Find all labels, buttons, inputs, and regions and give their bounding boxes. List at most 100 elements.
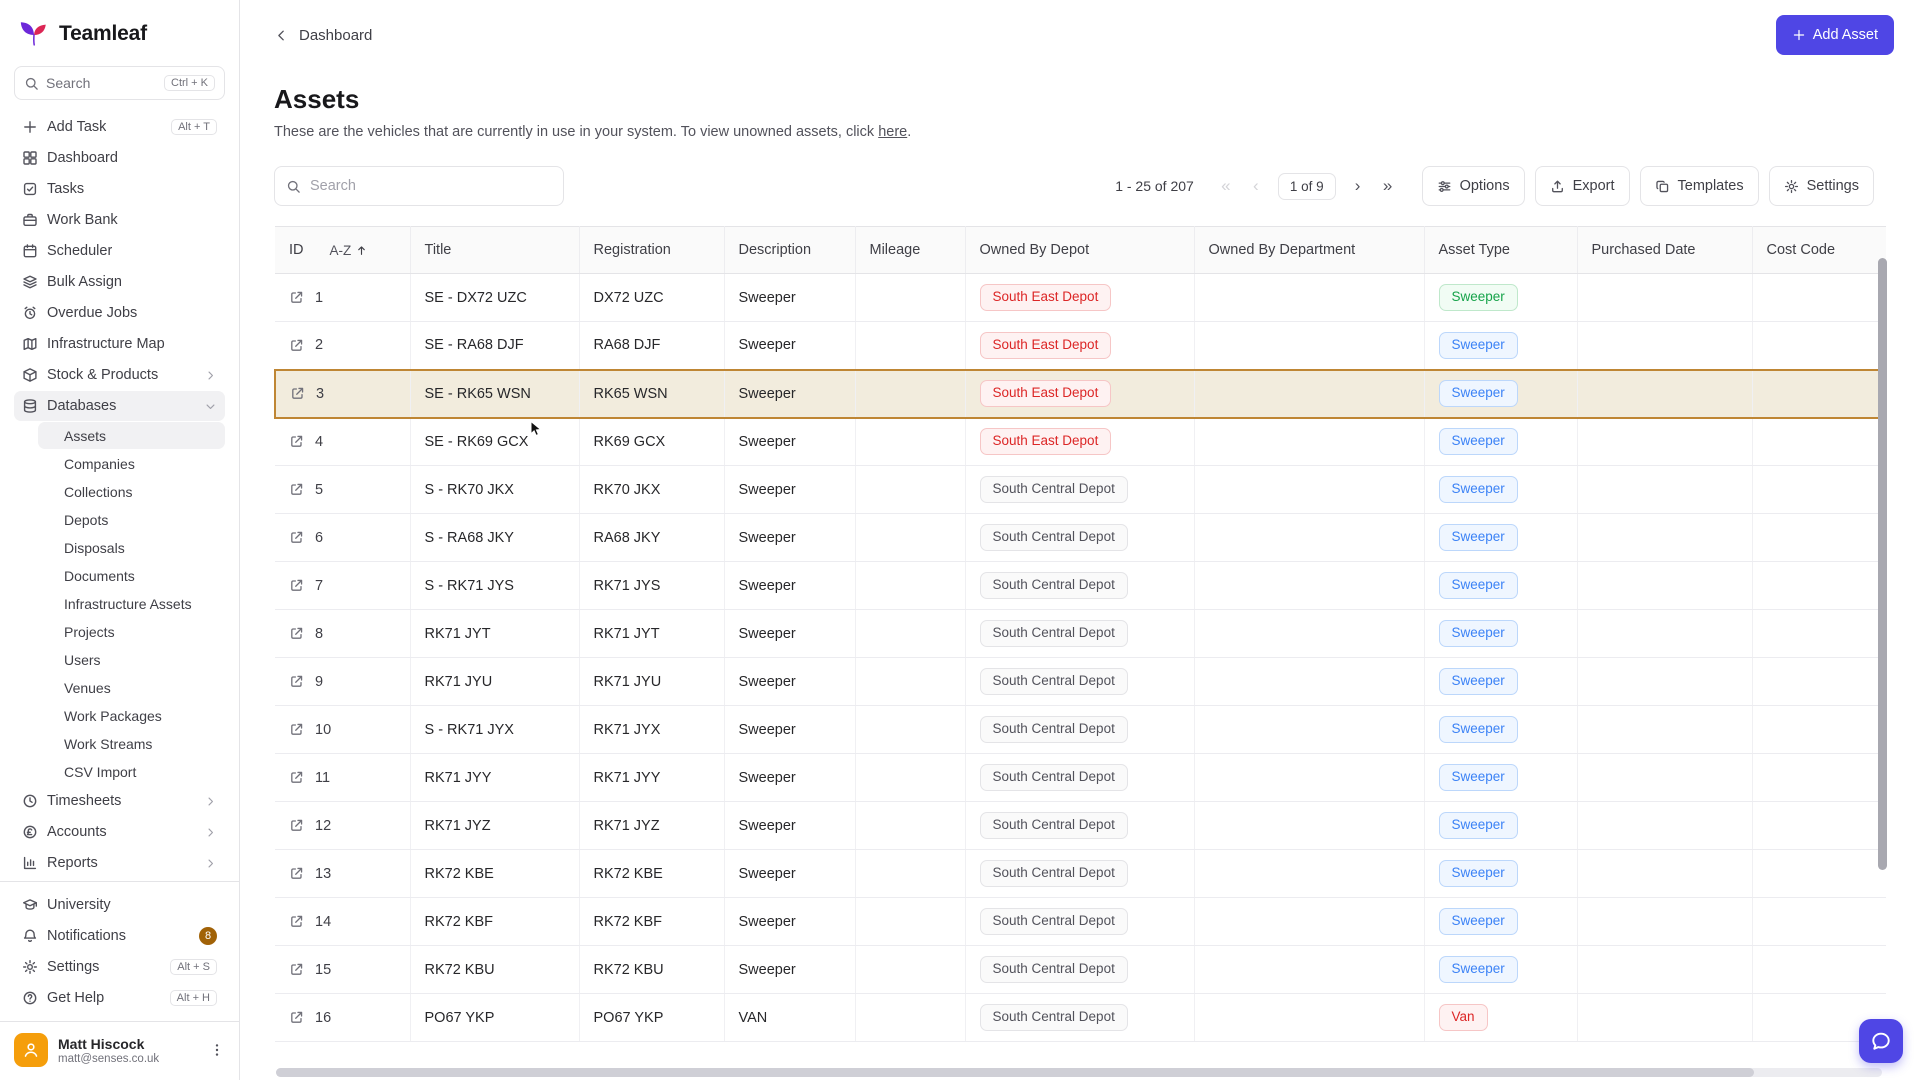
sidebar-item-reports[interactable]: Reports — [14, 848, 225, 878]
sidebar-item-add-task[interactable]: Add Task Alt + T — [14, 112, 225, 142]
sidebar-item-get-help[interactable]: Get Help Alt + H — [14, 983, 225, 1013]
external-link-icon[interactable] — [289, 338, 304, 353]
sidebar-subitem-assets[interactable]: Assets — [38, 422, 225, 449]
table-row[interactable]: 9 RK71 JYU RK71 JYU Sweeper South Central De… — [275, 657, 1886, 706]
prev-page-button[interactable]: ‹ — [1252, 176, 1259, 195]
last-page-button[interactable]: » — [1382, 176, 1393, 195]
sidebar-subitem-companies[interactable]: Companies — [64, 455, 135, 472]
table-row[interactable]: 15 RK72 KBU RK72 KBU Sweeper South Central D… — [275, 945, 1886, 994]
sidebar-item-timesheets[interactable]: Timesheets — [14, 786, 225, 816]
column-header-registration[interactable]: Registration — [579, 226, 725, 274]
settings-button[interactable]: Settings — [1768, 166, 1874, 206]
sidebar-subitem-infrastructure-assets[interactable]: Infrastructure Assets — [64, 595, 192, 612]
sidebar-item-notifications[interactable]: Notifications 8 — [14, 921, 225, 951]
sidebar-subitem-venues[interactable]: Venues — [64, 679, 111, 696]
sidebar-subitem-documents[interactable]: Documents — [64, 567, 135, 584]
sidebar-item-overdue-jobs[interactable]: Overdue Jobs — [14, 298, 225, 328]
external-link-icon[interactable] — [290, 386, 305, 401]
column-header-cost-code[interactable]: Cost Code — [1752, 226, 1886, 274]
cell-description: Sweeper — [724, 321, 856, 370]
table-row[interactable]: 16 PO67 YKP PO67 YKP VAN South Central Depot… — [275, 993, 1886, 1042]
sidebar-item-tasks[interactable]: Tasks — [14, 174, 225, 204]
table-row[interactable]: 11 RK71 JYY RK71 JYY Sweeper South Central D… — [275, 753, 1886, 802]
sidebar-subitem-collections[interactable]: Collections — [64, 483, 133, 500]
sidebar-item-university[interactable]: University — [14, 890, 225, 920]
sidebar-subitem-users[interactable]: Users — [64, 651, 101, 668]
first-page-button[interactable]: « — [1221, 176, 1231, 195]
add-asset-button[interactable]: Add Asset — [1775, 15, 1894, 55]
table-search-input[interactable]: Search — [274, 166, 564, 206]
column-header-purchased-date[interactable]: Purchased Date — [1577, 226, 1753, 274]
column-header-owned-by-department[interactable]: Owned By Department — [1194, 226, 1425, 274]
table-row-selected[interactable]: 3 SE - RK65 WSN RK65 WSN Sweeper South East … — [274, 368, 1887, 419]
horizontal-scrollbar[interactable] — [276, 1068, 1882, 1077]
unowned-assets-link[interactable]: here — [878, 124, 908, 140]
column-header-asset-type[interactable]: Asset Type — [1424, 226, 1578, 274]
sidebar-subitem-disposals[interactable]: Disposals — [64, 539, 125, 556]
external-link-icon[interactable] — [289, 626, 304, 641]
table-row[interactable]: 4 SE - RK69 GCX RK69 GCX Sweeper South East … — [275, 417, 1886, 466]
column-header-owned-by-depot[interactable]: Owned By Depot — [965, 226, 1195, 274]
external-link-icon[interactable] — [289, 914, 304, 929]
button-label: Settings — [1806, 178, 1859, 194]
table-row[interactable]: 14 RK72 KBF RK72 KBF Sweeper South Central D… — [275, 897, 1886, 946]
column-header-id[interactable]: ID A-Z — [275, 226, 411, 274]
export-button[interactable]: Export — [1534, 166, 1630, 206]
column-header-mileage[interactable]: Mileage — [855, 226, 966, 274]
external-link-icon[interactable] — [289, 1010, 304, 1025]
vertical-scrollbar[interactable] — [1878, 258, 1887, 870]
user-profile[interactable]: Matt Hiscock matt@senses.co.uk — [0, 1021, 239, 1080]
sidebar-item-scheduler[interactable]: Scheduler — [14, 236, 225, 266]
external-link-icon[interactable] — [289, 722, 304, 737]
cell-registration: RK72 KBU — [579, 945, 725, 994]
external-link-icon[interactable] — [289, 770, 304, 785]
app-logo[interactable]: Teamleaf — [14, 18, 225, 50]
table-row[interactable]: 10 S - RK71 JYX RK71 JYX Sweeper South Centr… — [275, 705, 1886, 754]
horizontal-scrollbar-thumb[interactable] — [276, 1068, 1754, 1077]
table-row[interactable]: 12 RK71 JYZ RK71 JYZ Sweeper South Central D… — [275, 801, 1886, 850]
sidebar-item-infrastructure-map[interactable]: Infrastructure Map — [14, 329, 225, 359]
cell-registration: RK72 KBF — [579, 897, 725, 946]
external-link-icon[interactable] — [289, 962, 304, 977]
sidebar-item-stock-products[interactable]: Stock & Products — [14, 360, 225, 390]
table-row[interactable]: 13 RK72 KBE RK72 KBE Sweeper South Central D… — [275, 849, 1886, 898]
external-link-icon[interactable] — [289, 290, 304, 305]
sidebar-subitem-depots[interactable]: Depots — [64, 511, 109, 528]
sidebar-subitem-csv-import[interactable]: CSV Import — [64, 763, 137, 780]
sidebar-item-bulk-assign[interactable]: Bulk Assign — [14, 267, 225, 297]
table-row[interactable]: 1 SE - DX72 UZC DX72 UZC Sweeper South East … — [275, 273, 1886, 322]
database-icon — [22, 398, 38, 414]
sidebar-subitem-projects[interactable]: Projects — [64, 623, 115, 640]
options-button[interactable]: Options — [1421, 166, 1525, 206]
sidebar-subitem-work-streams[interactable]: Work Streams — [64, 735, 153, 752]
sidebar-item-databases[interactable]: Databases — [14, 391, 225, 421]
chat-button[interactable] — [1859, 1019, 1903, 1063]
sidebar-search[interactable]: Search Ctrl + K — [14, 66, 225, 100]
templates-button[interactable]: Templates — [1639, 166, 1759, 206]
sidebar-subitem-work-packages[interactable]: Work Packages — [64, 707, 162, 724]
sidebar-item-settings[interactable]: Settings Alt + S — [14, 952, 225, 982]
sidebar-item-dashboard[interactable]: Dashboard — [14, 143, 225, 173]
external-link-icon[interactable] — [289, 482, 304, 497]
sidebar-item-accounts[interactable]: Accounts — [14, 817, 225, 847]
external-link-icon[interactable] — [289, 674, 304, 689]
table-row[interactable]: 2 SE - RA68 DJF RA68 DJF Sweeper South East … — [275, 321, 1886, 370]
sidebar-item-work-bank[interactable]: Work Bank — [14, 205, 225, 235]
next-page-button[interactable]: › — [1354, 176, 1361, 195]
table-row[interactable]: 8 RK71 JYT RK71 JYT Sweeper South Central De… — [275, 609, 1886, 658]
external-link-icon[interactable] — [289, 578, 304, 593]
asset-type-badge: Sweeper — [1438, 572, 1518, 599]
external-link-icon[interactable] — [289, 866, 304, 881]
sidebar-item-label: Get Help — [47, 990, 105, 1006]
user-menu-icon[interactable] — [209, 1042, 225, 1058]
external-link-icon[interactable] — [289, 530, 304, 545]
sort-indicator[interactable]: A-Z — [330, 243, 369, 258]
column-header-description[interactable]: Description — [724, 226, 856, 274]
column-header-title[interactable]: Title — [410, 226, 580, 274]
external-link-icon[interactable] — [289, 818, 304, 833]
external-link-icon[interactable] — [289, 434, 304, 449]
breadcrumb[interactable]: Dashboard — [274, 27, 372, 44]
